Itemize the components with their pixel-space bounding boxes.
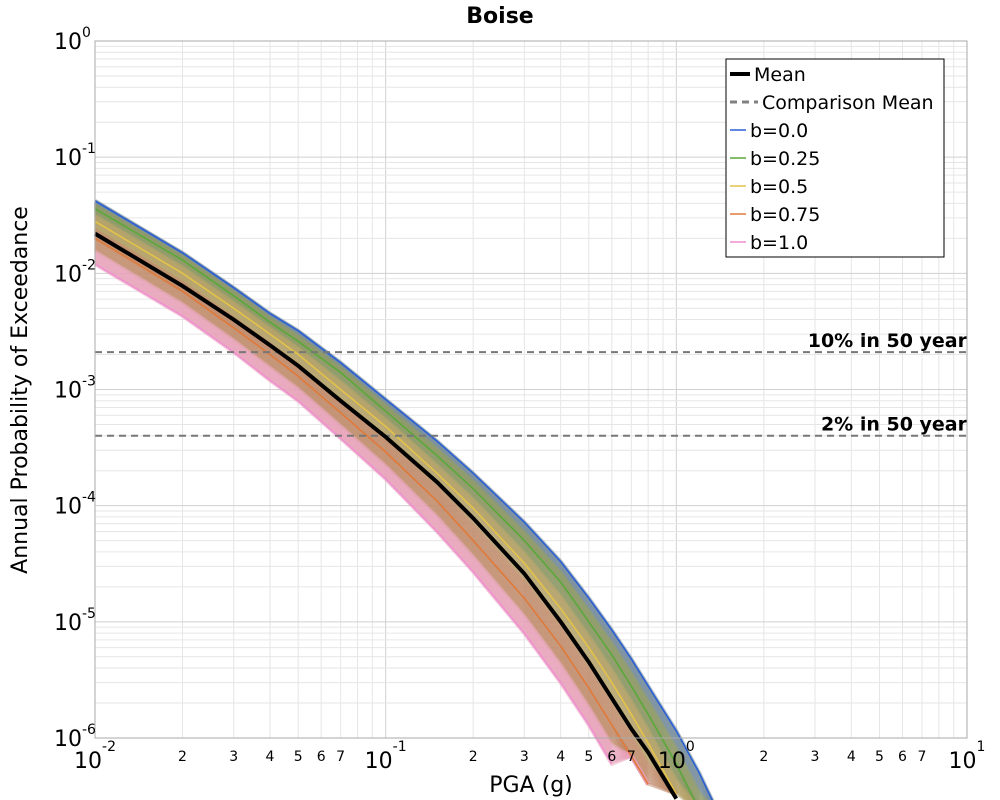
y-tick-label: 10-5 [54,606,96,636]
x-minor-tick-label: 2 [469,749,478,765]
reference-line-label: 2% in 50 year [821,414,968,436]
legend: Mean Comparison Mean b=0.0 b=0.25 b=0.5 b=0.7… [725,58,945,258]
x-tick-label: 100 [658,739,695,774]
mean-curve-group [93,231,679,800]
legend-label: b=0.25 [750,148,820,170]
ensemble-curve [93,244,650,786]
plot-area-frame [94,40,968,739]
x-minor-tick-label: 3 [811,749,820,765]
ensemble-curve [93,251,650,786]
legend-entry: b=0.5 [730,176,808,198]
x-minor-tick-label: 7 [336,749,345,765]
legend-entry: b=0.0 [730,120,808,142]
legend-entry: b=0.75 [730,204,820,226]
x-tick-label: 10-1 [365,739,407,774]
x-tick-label: 10-2 [74,739,116,774]
y-axis-ticks: 100 10-1 10-2 10-3 10-4 10-5 10-6 [54,25,96,752]
x-minor-tick-label: 3 [520,749,529,765]
ensemble-curve [93,246,650,786]
x-minor-tick-label: 2 [178,749,187,765]
ensemble-curve [93,257,650,786]
legend-entry: Mean [730,64,806,86]
legend-label: b=0.75 [750,204,820,226]
legend-label: b=0.0 [750,120,808,142]
series-line-b=1.0 [94,263,613,765]
ensemble-curve [93,250,650,786]
x-minor-tick-label: 7 [918,749,927,765]
legend-label: b=1.0 [750,232,808,254]
legend-box [725,58,945,258]
ensemble-curve [93,255,650,786]
legend-entry: b=0.25 [730,148,820,170]
x-minor-tick-label: 2 [759,749,768,765]
x-tick-label: 101 [949,739,986,774]
x-minor-tick-label: 4 [266,749,275,765]
legend-label: Comparison Mean [762,92,934,114]
y-tick-label: 10-4 [54,490,96,520]
y-tick-label: 10-3 [54,374,96,404]
mean-curve [93,231,679,800]
x-minor-tick-label: 4 [556,749,565,765]
x-minor-tick-label: 6 [607,749,616,765]
series-line-b=0.75 [94,237,649,785]
y-tick-label: 10-1 [54,141,96,171]
chart-title: Boise [466,4,533,29]
y-tick-label: 100 [54,25,91,55]
ensemble-curve [93,253,650,786]
x-minor-tick-label: 7 [627,749,636,765]
y-tick-label: 10-6 [54,722,96,752]
ensemble-curve [93,237,650,786]
x-minor-tick-label: 6 [317,749,326,765]
legend-label: b=0.5 [750,176,808,198]
series-line-b=0.5 [94,220,677,795]
x-minor-tick-label: 3 [229,749,238,765]
reference-line-label: 10% in 50 year [808,330,968,352]
legend-label: Mean [754,64,806,86]
series-line-b=0.0 [94,200,713,800]
reference-lines: 10% in 50 year 2% in 50 year [95,330,968,437]
x-minor-tick-label: 5 [584,749,593,765]
x-minor-tick-label: 5 [875,749,884,765]
x-minor-tick-label: 5 [294,749,303,765]
series-line-b=0.25 [94,208,696,800]
x-axis-label: PGA (g) [489,773,573,798]
legend-entry: b=1.0 [730,232,808,254]
y-axis-label: Annual Probability of Exceedance [8,206,33,574]
x-minor-tick-label: 4 [847,749,856,765]
y-tick-label: 10-2 [54,257,96,287]
x-minor-tick-label: 6 [898,749,907,765]
ensemble-curve [93,258,650,786]
legend-entry: Comparison Mean [730,92,934,114]
